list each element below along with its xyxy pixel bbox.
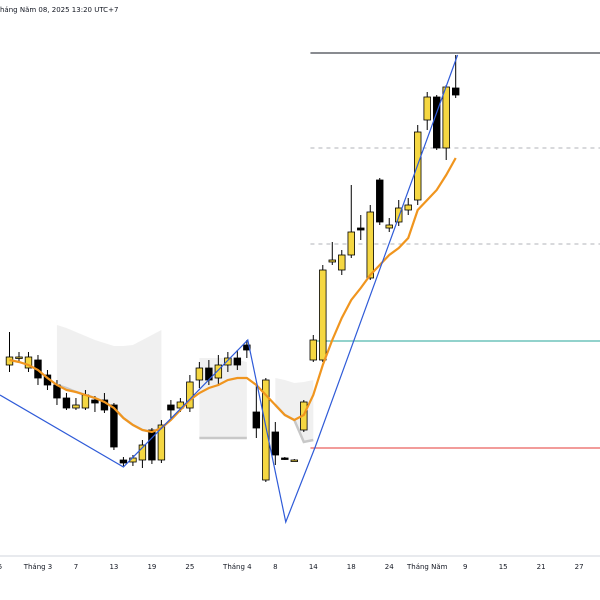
x-tick-label: 7 [74,563,78,571]
candle-body [15,356,23,359]
candle-body [195,367,204,381]
candle-body [366,211,374,279]
candle-body [24,356,33,369]
x-tick-label: 9 [463,563,467,571]
x-tick-label: 25 [185,563,194,571]
candle-body [376,179,384,223]
candle-body [138,444,147,461]
candle-body [110,404,118,448]
candle-body [91,399,99,404]
candle-body [224,357,232,366]
x-tick-label: 24 [385,563,394,571]
candle-body [328,259,336,263]
candle-body [385,224,393,229]
candle-body [271,431,280,456]
candle-body [262,379,270,481]
candle-body [357,227,365,231]
candle-body [62,397,71,409]
candle-body [281,457,289,460]
candle-body [309,339,317,361]
candle-body [186,381,194,409]
candle-body [157,424,166,461]
candle-body [290,459,299,462]
zigzag [0,54,459,525]
x-tick-label: Tháng 3 [23,563,53,571]
band [56,325,162,432]
x-tick-label: 18 [347,563,356,571]
x-tick-label: 15 [499,563,508,571]
candle-body [72,404,80,409]
x-tick-label: 8 [273,563,277,571]
x-tick-label: 21 [537,563,546,571]
candle-body [167,404,175,411]
candle-body [214,364,223,379]
chart-title: háng Năm 08, 2025 13:20 UTC+7 [0,6,118,14]
candle-body [252,411,261,429]
candle-body [442,86,450,149]
candle-body [338,254,346,271]
candle-body [395,207,403,223]
candle-body [451,87,460,96]
x-tick-label: 14 [309,563,318,571]
candle-body [233,357,242,366]
candle-body [347,231,355,256]
candle-body [81,394,90,409]
x-tick-label: 5 [0,563,2,571]
candle-body [423,96,431,121]
candle-body [119,459,128,464]
x-tick-label: Tháng Năm [406,563,448,571]
x-tick-label: 27 [575,563,584,571]
candle-body [404,204,412,211]
candle-body [243,344,251,351]
x-tick-label: Tháng 4 [222,563,252,571]
x-tick-label: 13 [109,563,118,571]
x-tick-label: 19 [147,563,156,571]
candle-body [148,429,156,461]
candle-body [319,269,327,361]
